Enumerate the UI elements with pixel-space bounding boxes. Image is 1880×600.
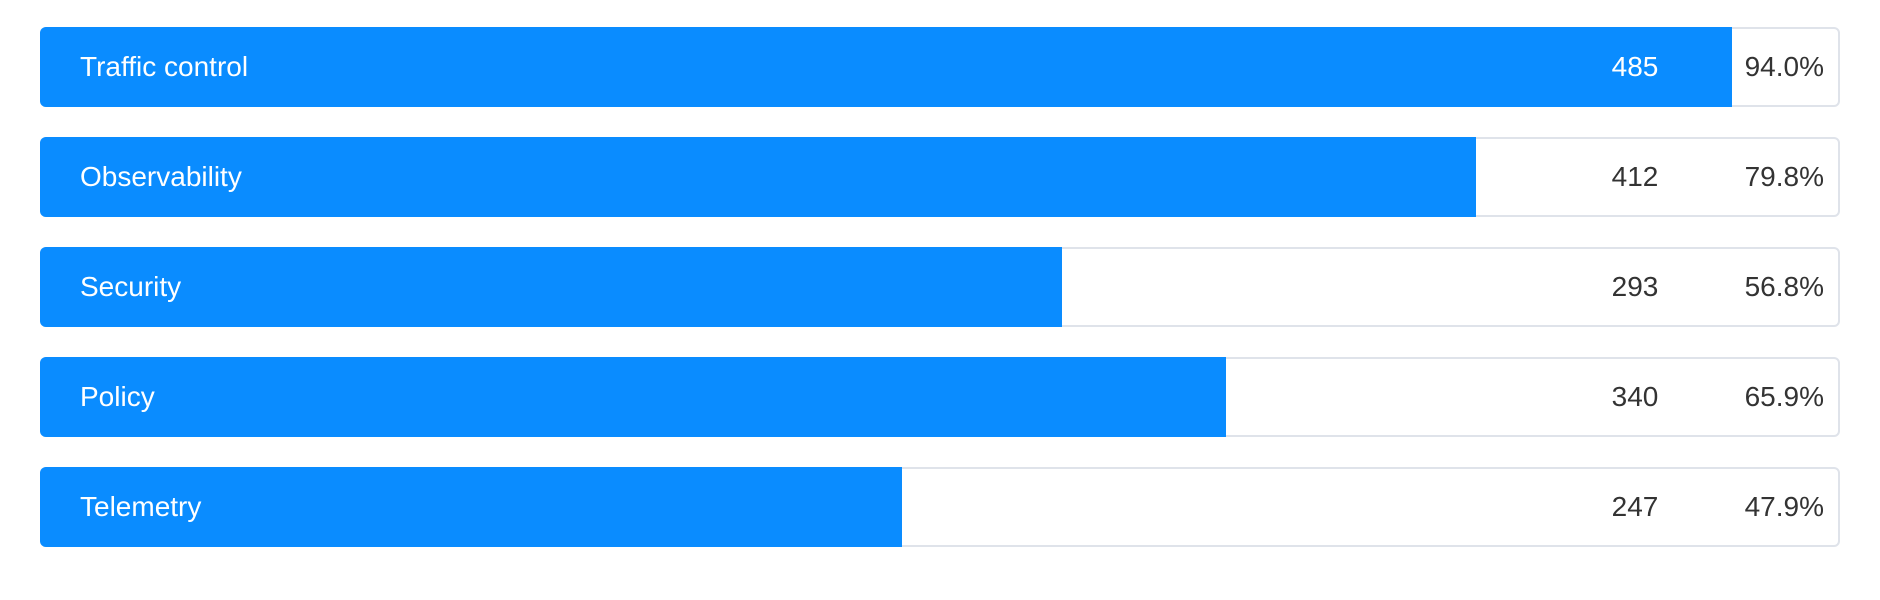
bar-fill	[40, 357, 1226, 437]
bar-fill	[40, 137, 1476, 217]
bar-fill	[40, 247, 1062, 327]
bar-count: 340	[1611, 381, 1659, 412]
bar-row: Traffic control 485 94.0%	[40, 27, 1840, 107]
bar-row: Security 293 56.8%	[40, 247, 1840, 327]
bar-percentage: 56.8%	[1744, 271, 1824, 302]
bar-label: Policy	[80, 381, 155, 412]
bar-row: Observability 412 79.8%	[40, 137, 1840, 217]
bar-label: Traffic control	[80, 51, 249, 82]
bar-percentage: 79.8%	[1744, 161, 1824, 192]
bar-percentage: 65.9%	[1744, 381, 1824, 412]
bar-list: Traffic control 485 94.0% Observability 412 7…	[40, 27, 1840, 577]
bar-percentage: 94.0%	[1694, 29, 1824, 105]
bar-label: Observability	[80, 161, 242, 192]
bar-count: 412	[1611, 161, 1659, 192]
bar-fill	[40, 467, 902, 547]
bar-percentage: 47.9%	[1744, 491, 1824, 522]
bar-count: 293	[1611, 271, 1659, 302]
bar-count: 247	[1611, 491, 1659, 522]
bar-row: Policy 340 65.9%	[40, 357, 1840, 437]
bar-fill	[40, 27, 1732, 107]
bar-row: Telemetry 247 47.9%	[40, 467, 1840, 547]
bar-label: Security	[80, 271, 182, 302]
bar-count: 485	[1611, 51, 1659, 82]
bar-label: Telemetry	[80, 491, 202, 522]
